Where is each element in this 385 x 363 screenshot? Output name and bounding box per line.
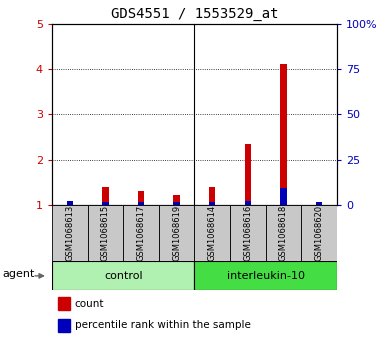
Text: GSM1068618: GSM1068618 xyxy=(279,205,288,261)
Bar xyxy=(173,202,180,205)
Text: interleukin-10: interleukin-10 xyxy=(227,271,305,281)
Bar xyxy=(266,205,301,261)
Text: GSM1068617: GSM1068617 xyxy=(137,205,146,261)
Bar xyxy=(173,195,180,205)
Bar xyxy=(52,205,88,261)
Bar xyxy=(52,261,194,290)
Bar xyxy=(194,261,337,290)
Bar xyxy=(194,205,230,261)
Bar xyxy=(67,203,73,205)
Text: percentile rank within the sample: percentile rank within the sample xyxy=(75,320,251,330)
Bar xyxy=(88,205,123,261)
Title: GDS4551 / 1553529_at: GDS4551 / 1553529_at xyxy=(110,7,278,21)
Text: GSM1068615: GSM1068615 xyxy=(101,205,110,261)
Text: GSM1068616: GSM1068616 xyxy=(243,205,252,261)
Bar xyxy=(280,64,287,205)
Bar xyxy=(230,205,266,261)
Bar xyxy=(159,205,194,261)
Bar xyxy=(123,205,159,261)
Bar xyxy=(244,200,251,205)
Text: GSM1068613: GSM1068613 xyxy=(65,205,74,261)
Text: GSM1068620: GSM1068620 xyxy=(315,205,323,261)
Text: agent: agent xyxy=(3,269,35,280)
Bar xyxy=(316,203,322,205)
Bar xyxy=(209,187,216,205)
Bar xyxy=(316,202,322,205)
Text: GSM1068619: GSM1068619 xyxy=(172,205,181,261)
Bar xyxy=(209,202,216,205)
Bar xyxy=(138,192,144,205)
Text: control: control xyxy=(104,271,142,281)
Bar xyxy=(102,202,109,205)
Bar xyxy=(58,319,70,332)
Text: count: count xyxy=(75,299,104,309)
Bar xyxy=(138,202,144,205)
Bar xyxy=(67,201,73,205)
Bar xyxy=(58,297,70,310)
Bar xyxy=(280,188,287,205)
Bar xyxy=(244,144,251,205)
Text: GSM1068614: GSM1068614 xyxy=(208,205,217,261)
Bar xyxy=(301,205,337,261)
Bar xyxy=(102,187,109,205)
